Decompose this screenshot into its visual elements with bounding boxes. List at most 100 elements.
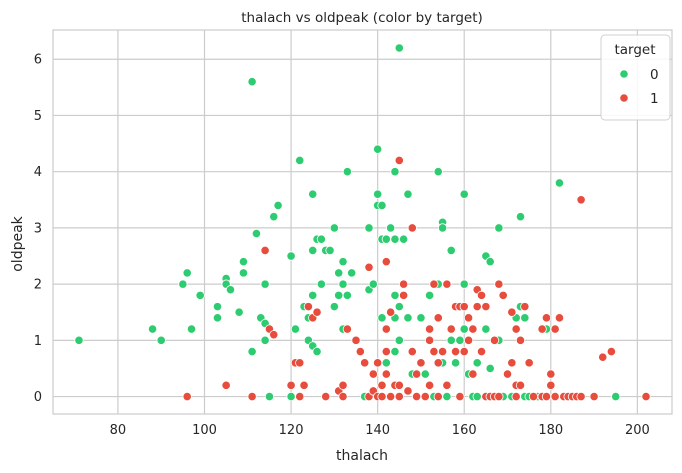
data-point-target-0 (455, 335, 465, 345)
x-tick-label: 140 (365, 423, 390, 438)
data-point-target-0 (347, 268, 357, 278)
data-point-target-1 (507, 358, 517, 368)
data-points (74, 43, 651, 402)
data-point-target-1 (386, 307, 396, 317)
data-point-target-1 (295, 391, 305, 402)
y-tick-label: 4 (34, 165, 42, 180)
data-point-target-0 (329, 302, 339, 312)
data-point-target-0 (386, 223, 396, 233)
data-point-target-0 (295, 155, 305, 166)
data-point-target-0 (481, 324, 491, 334)
data-point-target-0 (338, 257, 348, 267)
data-point-target-1 (463, 335, 474, 345)
data-point-target-0 (316, 279, 326, 289)
data-point-target-1 (541, 391, 552, 402)
data-point-target-0 (459, 324, 469, 334)
data-point-target-1 (312, 307, 322, 317)
data-point-target-0 (399, 234, 409, 244)
data-point-target-0 (377, 313, 387, 323)
data-point-target-1 (476, 290, 487, 300)
data-point-target-0 (286, 251, 296, 261)
data-point-target-0 (381, 234, 391, 244)
data-point-target-1 (524, 358, 534, 368)
data-point-target-0 (260, 279, 270, 289)
data-point-target-0 (485, 363, 495, 374)
data-point-target-1 (407, 223, 417, 233)
data-point-target-1 (433, 391, 443, 402)
data-point-target-1 (468, 369, 478, 379)
data-point-target-1 (360, 358, 370, 368)
data-point-target-1 (507, 307, 517, 317)
data-point-target-0 (520, 313, 530, 323)
data-point-target-1 (489, 335, 500, 345)
data-point-target-0 (394, 43, 404, 53)
data-point-target-0 (338, 279, 348, 289)
data-point-target-1 (455, 391, 465, 402)
legend-marker (619, 69, 629, 79)
data-point-target-0 (147, 324, 158, 334)
data-point-target-0 (381, 358, 391, 368)
data-point-target-0 (178, 279, 188, 289)
y-tick-label: 5 (34, 109, 42, 124)
legend-marker (619, 93, 629, 103)
data-point-target-0 (442, 391, 452, 402)
plot-frame (52, 29, 673, 415)
data-point-target-1 (429, 346, 439, 357)
data-point-target-1 (442, 380, 452, 390)
data-point-target-0 (286, 391, 296, 402)
data-point-target-1 (377, 380, 387, 390)
data-point-target-0 (308, 245, 318, 255)
data-point-target-1 (550, 324, 560, 334)
y-tick-label: 6 (34, 53, 42, 68)
data-point-target-1 (450, 346, 461, 357)
data-point-target-1 (433, 313, 443, 323)
data-point-target-1 (412, 369, 422, 379)
data-point-target-0 (182, 268, 192, 278)
data-point-target-1 (511, 391, 521, 402)
data-point-target-1 (424, 324, 435, 334)
data-point-target-0 (329, 223, 339, 233)
data-point-target-1 (541, 313, 552, 323)
data-point-target-1 (498, 290, 508, 300)
x-tick-label: 200 (625, 423, 650, 438)
data-point-target-1 (364, 262, 374, 272)
data-point-target-0 (459, 279, 469, 289)
data-point-target-1 (494, 391, 504, 402)
data-point-target-0 (308, 189, 318, 199)
data-point-target-1 (368, 369, 378, 379)
data-point-target-1 (373, 358, 383, 368)
data-point-target-1 (338, 391, 348, 402)
data-point-target-1 (463, 313, 474, 323)
data-point-target-0 (416, 313, 426, 323)
y-tick-label: 2 (34, 278, 42, 293)
x-tick-label: 180 (538, 423, 563, 438)
data-point-target-1 (515, 335, 526, 345)
data-point-target-1 (537, 324, 547, 334)
data-point-target-0 (394, 302, 404, 312)
data-point-target-0 (554, 178, 565, 188)
data-point-target-1 (221, 380, 231, 390)
data-point-target-0 (334, 268, 344, 278)
data-point-target-1 (299, 380, 309, 390)
data-point-target-1 (442, 279, 452, 289)
data-point-target-0 (212, 313, 223, 323)
data-point-target-1 (399, 290, 409, 300)
x-tick-label: 120 (279, 423, 304, 438)
data-point-target-0 (238, 268, 249, 278)
legend-label: 1 (650, 91, 659, 107)
data-point-target-0 (472, 391, 482, 402)
data-point-target-0 (238, 257, 249, 267)
data-point-target-1 (472, 302, 482, 312)
data-point-target-1 (420, 391, 430, 402)
data-point-target-1 (321, 391, 331, 402)
data-point-target-1 (494, 279, 504, 289)
data-point-target-1 (381, 346, 391, 357)
legend-label: 0 (650, 67, 659, 83)
data-point-target-1 (528, 391, 539, 402)
data-point-target-1 (247, 391, 257, 402)
data-point-target-1 (416, 358, 426, 368)
data-point-target-1 (182, 391, 192, 402)
data-point-target-1 (459, 302, 469, 312)
data-point-target-1 (424, 335, 435, 345)
data-point-target-0 (364, 223, 374, 233)
